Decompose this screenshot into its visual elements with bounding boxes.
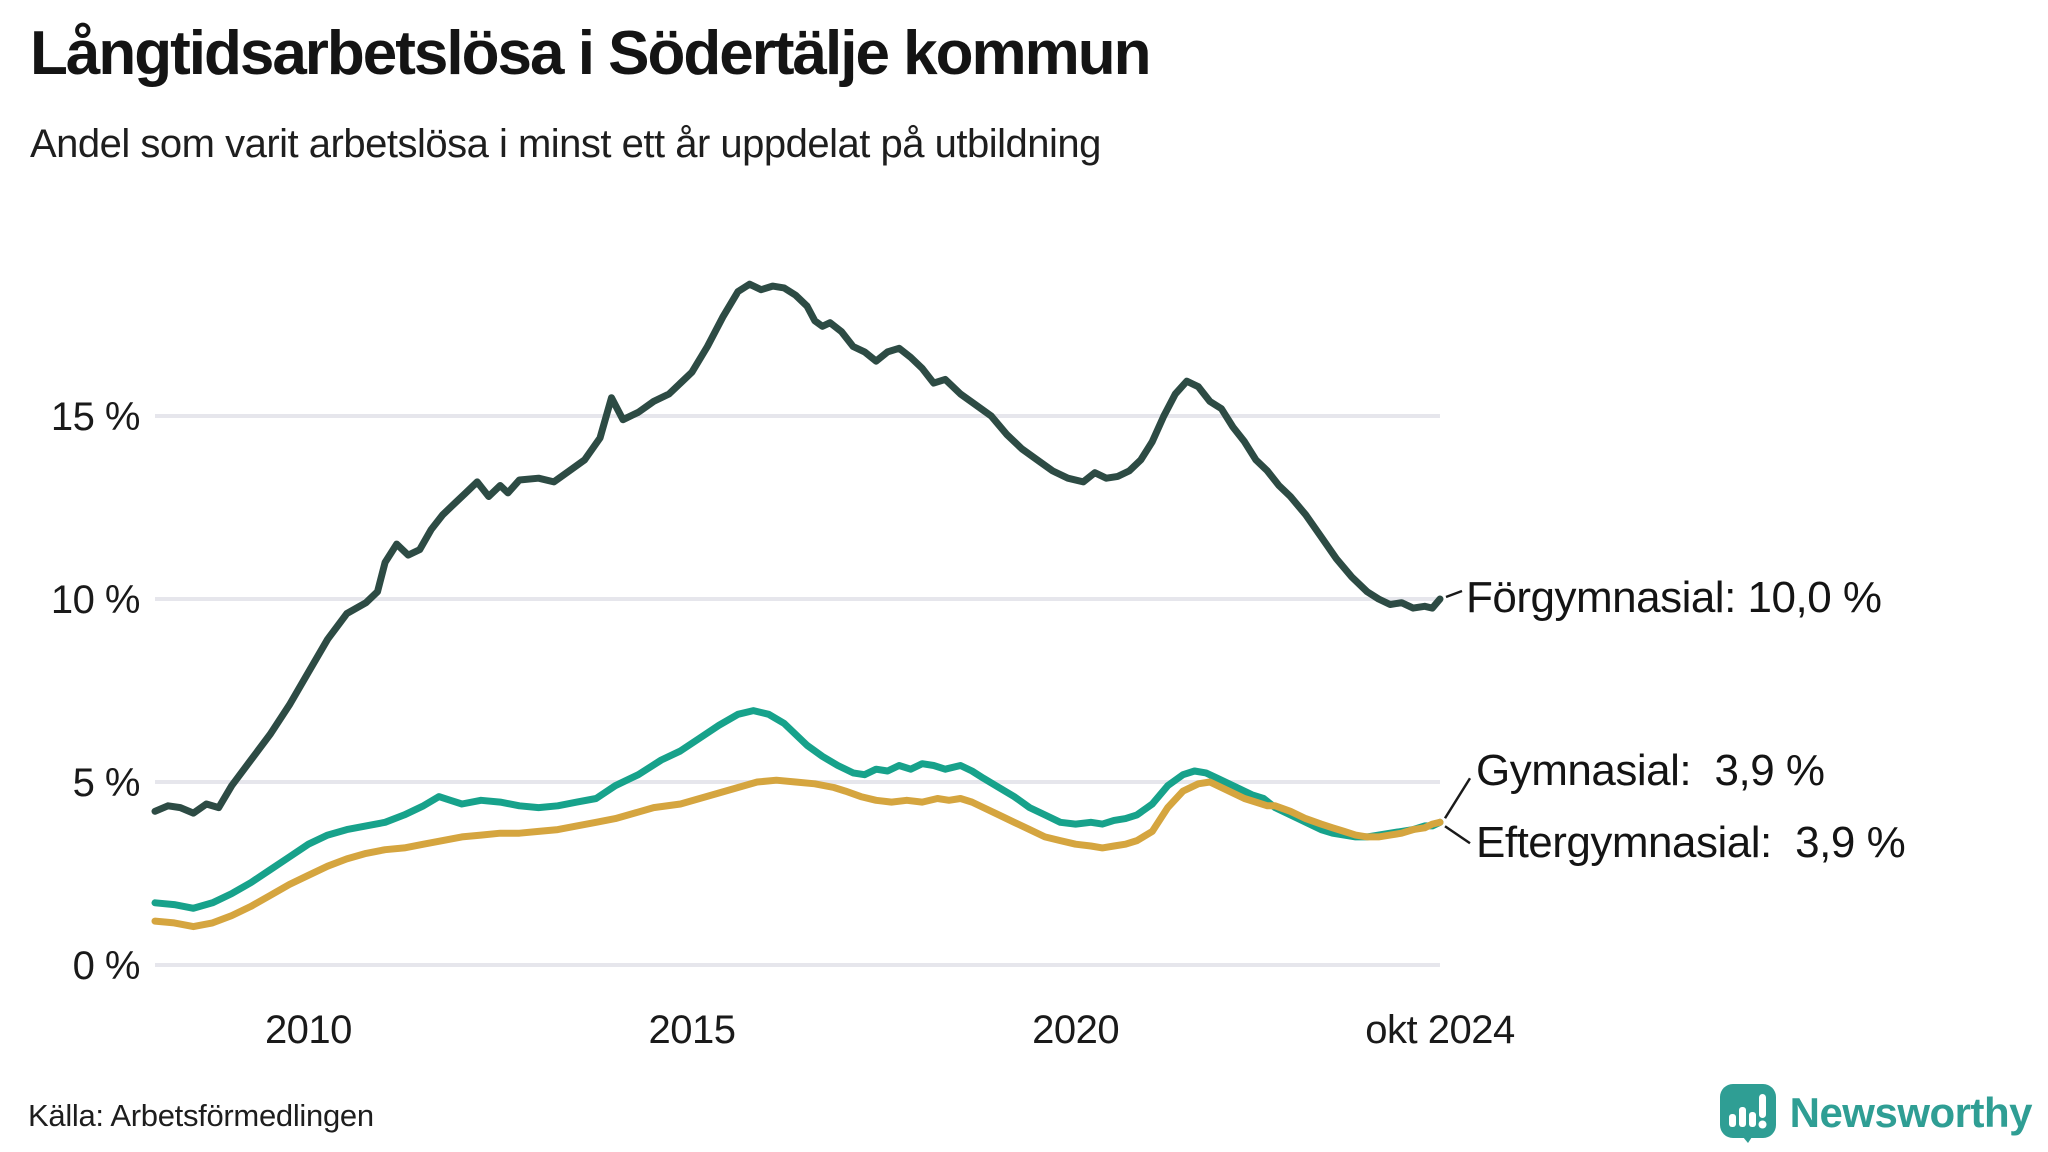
y-tick-label: 0 % <box>73 944 140 988</box>
y-tick-label: 5 % <box>73 761 140 805</box>
page-subtitle: Andel som varit arbetslösa i minst ett å… <box>30 122 1101 166</box>
series-label-gymnasial: Gymnasial: 3,9 % <box>1476 746 1825 795</box>
connector-eftergymnasial <box>1444 825 1471 845</box>
series-line-frgymnasial <box>151 280 1444 817</box>
newsworthy-wordmark: Newsworthy <box>1789 1089 2033 1136</box>
y-tick-label: 10 % <box>51 578 140 622</box>
x-tick-label: 2010 <box>265 1008 352 1052</box>
x-tick-label: 2020 <box>1032 1008 1119 1052</box>
connector-gymnasial <box>1443 777 1472 819</box>
series-line-eftergymnasial <box>151 776 1444 931</box>
newsworthy-logo: Newsworthy <box>1718 1082 2033 1144</box>
connector-forgymnasial <box>1445 589 1463 599</box>
x-tick-label: 2015 <box>649 1008 736 1052</box>
x-tick-label: okt 2024 <box>1365 1008 1515 1052</box>
series-line-gymnasial <box>151 707 1444 912</box>
series-label-eftergymnasial: Eftergymnasial: 3,9 % <box>1476 818 1906 867</box>
series-label-forgymnasial: Förgymnasial: 10,0 % <box>1466 573 1882 622</box>
y-tick-label: 15 % <box>51 395 140 439</box>
page-title: Långtidsarbetslösa i Södertälje kommun <box>30 19 1152 88</box>
source-note: Källa: Arbetsförmedlingen <box>28 1098 374 1133</box>
newsworthy-icon <box>1719 1084 1776 1143</box>
